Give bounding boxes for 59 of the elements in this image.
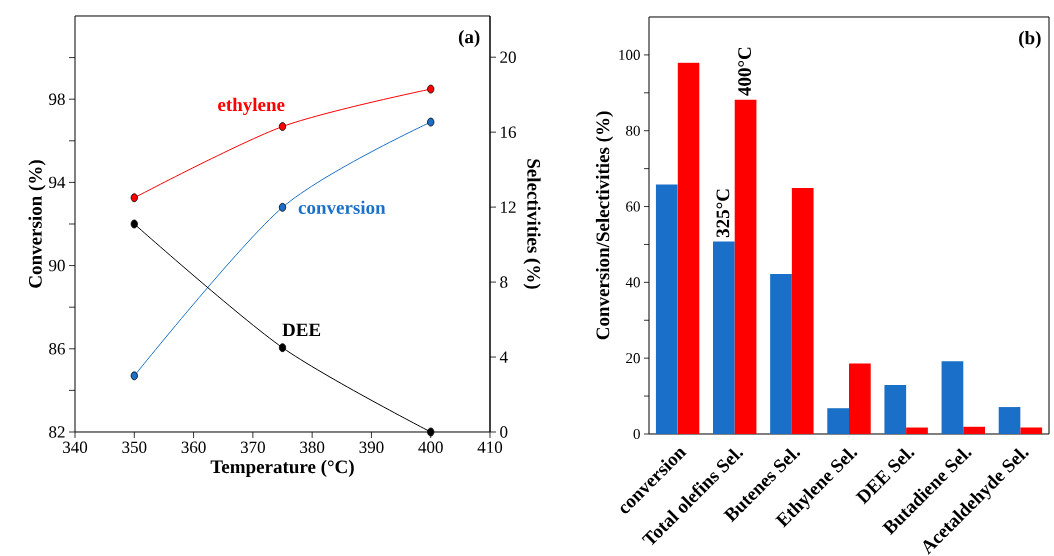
- bar: [941, 361, 964, 434]
- point: [427, 117, 435, 127]
- text: 325°C: [716, 189, 730, 238]
- point: [278, 202, 287, 212]
- y2-tick-label: 12: [501, 201, 516, 213]
- bar: [884, 385, 907, 434]
- x-tick-label: 360: [181, 441, 206, 453]
- series-label: ethylene: [218, 97, 285, 116]
- y-tick-label: 90: [49, 259, 65, 272]
- bar: [655, 184, 678, 434]
- bar: [827, 408, 849, 434]
- x-tick-label: 410: [477, 441, 503, 453]
- series-label: DEE: [282, 323, 321, 337]
- bar: [677, 62, 700, 434]
- y2-tick-label: 0: [500, 426, 508, 438]
- bar: [1020, 427, 1043, 434]
- text: 400°C: [738, 47, 751, 96]
- point: [130, 193, 138, 203]
- point: [278, 343, 287, 353]
- y2-tick-label: 20: [500, 51, 516, 63]
- point: [130, 219, 138, 229]
- y2-axis-title: Selectivities (%): [523, 159, 541, 289]
- y-axis-title: Conversion (%): [28, 160, 46, 288]
- y2-tick-label: 8: [500, 276, 508, 288]
- x-tick-label: 390: [359, 441, 384, 453]
- bar: [998, 407, 1021, 434]
- y2-tick-label: 4: [499, 351, 508, 363]
- bar: [963, 426, 985, 434]
- annotation: (b): [1019, 30, 1041, 49]
- y2-tick-label: 16: [501, 126, 517, 138]
- y-tick-label: 86: [49, 343, 65, 355]
- y-tick-label: 100: [619, 49, 640, 60]
- point: [427, 84, 435, 94]
- x-tick-label: 380: [300, 441, 325, 453]
- x-axis-title: Temperature (°C): [210, 459, 354, 478]
- bar: [770, 274, 792, 434]
- bar: [791, 187, 814, 434]
- point: [130, 371, 138, 381]
- x-tick-label: 340: [63, 441, 88, 453]
- bar: [734, 99, 757, 434]
- annotation: (a): [458, 29, 480, 48]
- y-axis-title: Conversion/Selectivities (%): [595, 111, 614, 340]
- y-tick-label: 82: [49, 426, 65, 438]
- point: [278, 122, 287, 131]
- y-tick-label: 80: [626, 125, 640, 136]
- bar: [713, 241, 735, 434]
- y-tick-label: 40: [625, 277, 640, 288]
- x-tick-label: 400: [418, 441, 443, 453]
- y-tick-label: 0: [633, 428, 640, 440]
- bar: [906, 427, 928, 434]
- y-tick-label: 94: [49, 176, 66, 189]
- x-tick-label: 370: [240, 441, 265, 453]
- x-tick-label: 350: [122, 441, 147, 453]
- point: [427, 427, 435, 437]
- y-tick-label: 98: [49, 93, 65, 105]
- y-tick-label: 60: [626, 201, 640, 212]
- y-tick-label: 20: [626, 353, 640, 364]
- bar: [849, 363, 871, 434]
- series-label: conversion: [298, 200, 386, 215]
